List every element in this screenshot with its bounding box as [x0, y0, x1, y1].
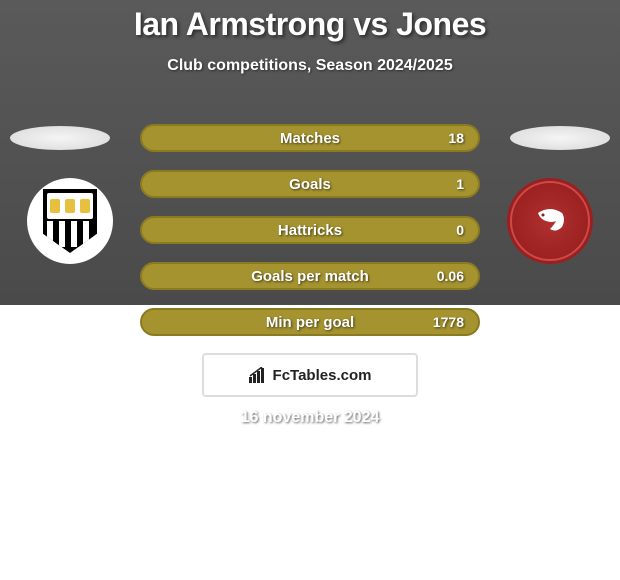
stat-value-right: 1 [456, 176, 464, 192]
shield-icon [43, 189, 97, 253]
stat-label: Min per goal [266, 314, 354, 331]
club-crest-right [507, 178, 593, 264]
stat-bar-matches: Matches 18 [140, 124, 480, 152]
player-photo-right-placeholder [510, 126, 610, 150]
stat-value-right: 1778 [433, 314, 464, 330]
stat-bar-goals-per-match: Goals per match 0.06 [140, 262, 480, 290]
stat-label: Matches [280, 130, 340, 147]
stat-value-right: 0.06 [437, 268, 464, 284]
stat-label: Goals [289, 176, 331, 193]
stat-label: Hattricks [278, 222, 342, 239]
date-text: 16 november 2024 [0, 409, 620, 427]
bar-chart-icon [249, 367, 267, 383]
stat-value-right: 0 [456, 222, 464, 238]
page-title: Ian Armstrong vs Jones [0, 6, 620, 43]
player-photo-left-placeholder [10, 126, 110, 150]
page-subtitle: Club competitions, Season 2024/2025 [0, 57, 620, 75]
stat-bar-goals: Goals 1 [140, 170, 480, 198]
stats-container: Matches 18 Goals 1 Hattricks 0 Goals per… [140, 124, 480, 354]
brand-box[interactable]: FcTables.com [202, 353, 418, 397]
club-crest-left [27, 178, 113, 264]
stat-bar-min-per-goal: Min per goal 1778 [140, 308, 480, 336]
brand-text: FcTables.com [273, 367, 372, 384]
stat-value-right: 18 [448, 130, 464, 146]
stat-label: Goals per match [251, 268, 369, 285]
stat-bar-hattricks: Hattricks 0 [140, 216, 480, 244]
